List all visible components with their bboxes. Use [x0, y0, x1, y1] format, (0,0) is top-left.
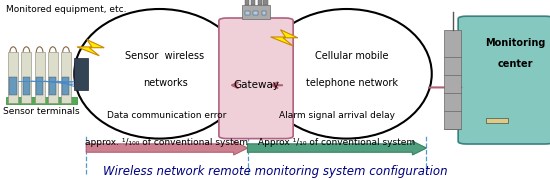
Bar	[245, 0, 249, 4]
Bar	[35, 52, 45, 103]
Text: approx. ¹/₁₀₀ of conventional system: approx. ¹/₁₀₀ of conventional system	[85, 138, 249, 147]
Text: telephone network: telephone network	[306, 78, 398, 88]
Bar	[245, 11, 250, 15]
Bar	[263, 0, 267, 4]
Polygon shape	[248, 141, 426, 155]
Bar	[6, 97, 77, 104]
Text: Approx ¹/₁₀ of conventional system: Approx ¹/₁₀ of conventional system	[258, 138, 415, 147]
Bar	[36, 77, 43, 95]
Text: center: center	[497, 59, 533, 69]
Bar	[8, 52, 18, 103]
Bar	[23, 77, 30, 95]
Bar	[48, 52, 58, 103]
Text: Sensor terminals: Sensor terminals	[3, 107, 80, 116]
Bar	[9, 77, 16, 95]
Text: Monitored equipment, etc.: Monitored equipment, etc.	[6, 4, 126, 14]
Bar	[74, 58, 88, 90]
Bar	[61, 52, 71, 103]
Bar	[257, 0, 262, 4]
Polygon shape	[271, 30, 298, 46]
Text: Gateway: Gateway	[233, 80, 279, 90]
Text: Wireless network remote monitoring system configuration: Wireless network remote monitoring syste…	[103, 165, 447, 178]
Polygon shape	[86, 141, 248, 155]
Bar	[242, 4, 270, 19]
Text: Data communication error: Data communication error	[107, 111, 227, 120]
Text: networks: networks	[142, 78, 188, 88]
Bar	[49, 77, 56, 95]
Bar	[444, 30, 461, 129]
Bar	[250, 0, 255, 4]
Text: Alarm signal arrival delay: Alarm signal arrival delay	[279, 111, 395, 120]
Bar	[62, 77, 69, 95]
Bar	[21, 52, 31, 103]
Text: Cellular mobile: Cellular mobile	[315, 51, 389, 61]
Text: Sensor  wireless: Sensor wireless	[125, 51, 205, 61]
Polygon shape	[77, 40, 104, 56]
Bar	[253, 11, 258, 15]
FancyBboxPatch shape	[458, 16, 550, 144]
Bar	[486, 118, 508, 123]
FancyBboxPatch shape	[219, 18, 293, 139]
Bar	[262, 11, 266, 15]
Text: Monitoring: Monitoring	[485, 38, 546, 48]
